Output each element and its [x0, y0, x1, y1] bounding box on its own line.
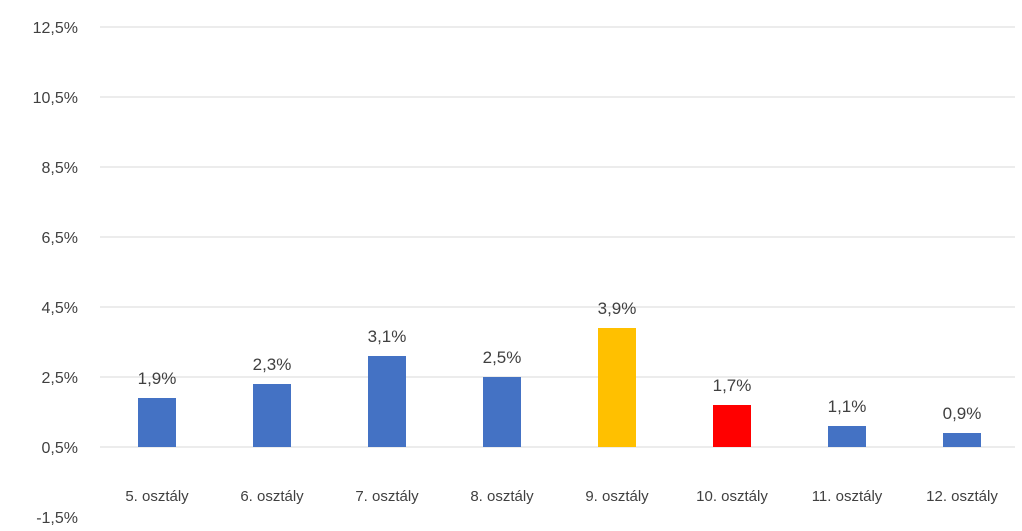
category-label: 12. osztály — [926, 488, 998, 505]
bar — [713, 405, 751, 447]
y-tick-label: 2,5% — [42, 370, 78, 387]
bar — [943, 433, 981, 447]
category-label: 11. osztály — [812, 488, 883, 505]
y-tick-label: 4,5% — [42, 300, 78, 317]
bar — [598, 328, 636, 447]
data-label: 3,9% — [598, 299, 637, 318]
bar — [138, 398, 176, 447]
category-label: 5. osztály — [125, 488, 189, 505]
bar — [483, 377, 521, 447]
y-tick-label: 0,5% — [42, 440, 78, 457]
data-label: 0,9% — [943, 404, 982, 423]
data-label: 1,7% — [713, 376, 752, 395]
data-label: 1,9% — [138, 369, 177, 388]
category-label: 10. osztály — [696, 488, 768, 505]
y-tick-label: 6,5% — [42, 230, 78, 247]
category-label: 6. osztály — [240, 488, 304, 505]
bar — [828, 426, 866, 447]
data-label: 2,3% — [253, 355, 292, 374]
data-label: 2,5% — [483, 348, 522, 367]
category-label: 7. osztály — [355, 488, 419, 505]
y-tick-label: 10,5% — [33, 90, 78, 107]
category-label: 8. osztály — [470, 488, 534, 505]
y-tick-label: 8,5% — [42, 160, 78, 177]
data-label: 1,1% — [828, 397, 867, 416]
y-tick-label: -1,5% — [36, 510, 78, 527]
category-label: 9. osztály — [585, 488, 649, 505]
bar — [253, 384, 291, 447]
y-tick-label: 12,5% — [33, 20, 78, 37]
data-label: 3,1% — [368, 327, 407, 346]
bar — [368, 356, 406, 447]
